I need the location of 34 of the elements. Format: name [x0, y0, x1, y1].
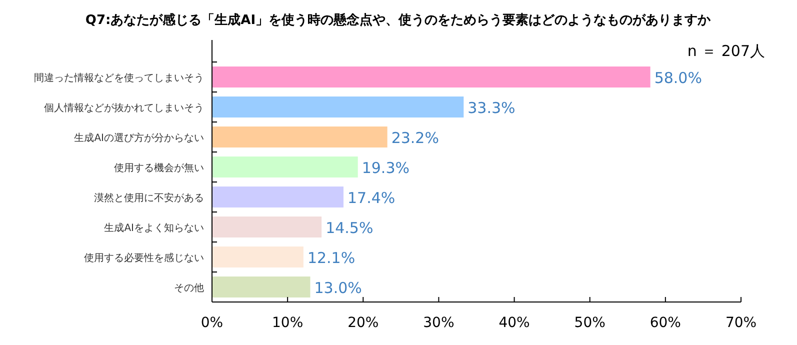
- data-label: 19.3%: [362, 159, 410, 177]
- y-tick-label: 個人情報などが抜かれてしまいそう: [44, 102, 204, 114]
- y-tick-label: その他: [174, 282, 204, 294]
- data-label: 13.0%: [314, 279, 362, 297]
- x-tick-label: 30%: [423, 315, 454, 331]
- data-label: 17.4%: [347, 189, 396, 207]
- y-tick-label: 使用する必要性を感じない: [84, 252, 204, 264]
- data-label: 23.2%: [391, 129, 439, 147]
- bar: [212, 246, 304, 268]
- y-tick-label: 生成AIの選び方が分からない: [74, 132, 204, 144]
- data-label: 58.0%: [654, 69, 702, 87]
- chart-title: Q7:あなたが感じる「生成AI」を使う時の懸念点や、使うのをためらう要素はどのようなものがありますか: [85, 12, 712, 28]
- y-tick-label: 生成AIをよく知らない: [104, 222, 204, 234]
- data-label: 14.5%: [326, 219, 374, 237]
- bar: [212, 66, 650, 88]
- data-label: 12.1%: [307, 249, 356, 267]
- bar: [212, 156, 358, 178]
- y-tick-label: 漠然と使用に不安がある: [94, 192, 204, 204]
- x-tick-label: 40%: [498, 315, 530, 331]
- y-tick-label: 間違った情報などを使ってしまいそう: [34, 72, 204, 84]
- chart-subtitle: n ＝ 207人: [687, 42, 765, 60]
- x-tick-label: 0%: [200, 315, 224, 331]
- bar: [212, 186, 344, 208]
- bar: [212, 276, 310, 298]
- bar: [212, 96, 464, 118]
- x-tick-label: 60%: [650, 315, 681, 331]
- data-label: 33.3%: [468, 99, 516, 117]
- y-tick-label: 使用する機会が無い: [114, 162, 204, 174]
- bar: [212, 216, 322, 238]
- x-tick-label: 20%: [348, 315, 379, 331]
- x-tick-label: 70%: [725, 315, 757, 331]
- x-tick-label: 50%: [574, 315, 606, 331]
- x-tick-label: 10%: [272, 315, 304, 331]
- bar: [212, 126, 388, 148]
